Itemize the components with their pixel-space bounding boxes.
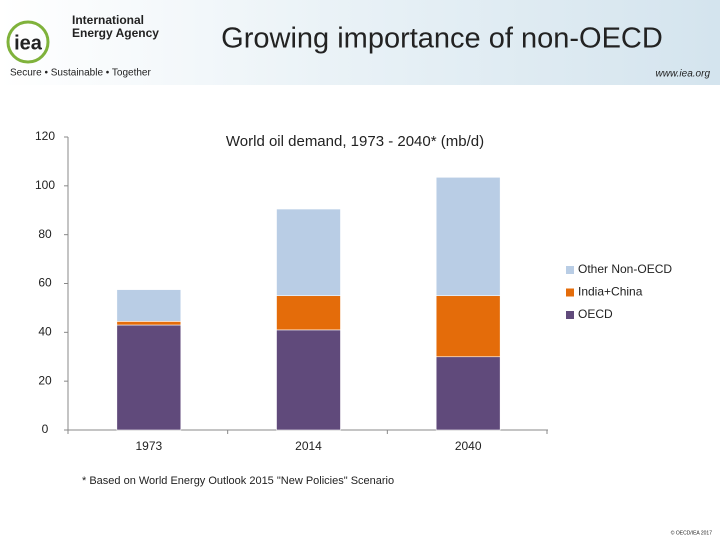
bar [276,329,341,431]
agency-name: Energy Agency [72,26,159,40]
legend-label: Other Non-OECD [578,262,672,276]
y-tick-label: 100 [35,178,55,192]
x-tick-label: 2040 [455,439,482,453]
legend-label: OECD [578,307,613,321]
y-tick-label: 40 [38,325,52,339]
bar [435,356,501,431]
y-tick-label: 20 [38,373,52,387]
bar [116,321,182,326]
legend-label: India+China [578,285,643,299]
legend-swatch [566,311,574,319]
y-tick-label: 0 [42,422,49,436]
header-band [0,0,720,85]
y-tick-label: 120 [35,129,55,143]
chart-title: World oil demand, 1973 - 2040* (mb/d) [226,133,484,150]
x-tick-label: 2014 [295,439,322,453]
bar [276,295,341,331]
bar [116,289,182,322]
bar [116,324,182,431]
logo: iea [14,32,43,54]
bar [276,208,341,297]
bar [435,176,501,297]
agency-name: International [72,13,144,27]
y-tick-label: 60 [38,276,52,290]
y-tick-label: 80 [38,227,52,241]
copyright: © OECD/IEA 2017 [671,529,712,536]
legend-swatch [566,266,574,274]
tagline: Secure • Sustainable • Together [10,68,151,79]
bar [435,295,501,358]
logo-ring [6,20,50,64]
website: www.iea.org [656,69,711,80]
footnote: * Based on World Energy Outlook 2015 "Ne… [82,475,394,487]
legend-swatch [566,288,574,297]
slide-title: Growing importance of non-OECD [221,23,663,55]
x-tick-label: 1973 [135,439,162,453]
